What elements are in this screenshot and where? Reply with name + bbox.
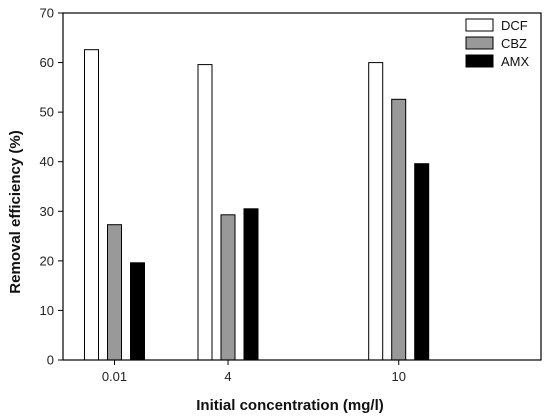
x-tick-label-10: 10 xyxy=(392,369,406,384)
axes-group: 0 10 20 30 40 50 60 70 0.01 4 10 xyxy=(40,6,542,384)
y-tick-label-40: 40 xyxy=(40,154,54,169)
x-tick-label-4: 4 xyxy=(224,369,231,384)
y-tick-label-30: 30 xyxy=(40,204,54,219)
plot-frame xyxy=(62,12,542,361)
legend-swatch-dcf xyxy=(465,18,494,32)
bars-group xyxy=(84,49,430,361)
y-tick-label-10: 10 xyxy=(40,303,54,318)
legend-label-amx: AMX xyxy=(501,54,530,69)
legend-swatch-amx xyxy=(465,54,494,68)
legend-label-dcf: DCF xyxy=(501,18,528,33)
legend: DCF CBZ AMX xyxy=(465,18,530,69)
bar-dcf-10 xyxy=(368,62,384,361)
bar-cbz-0.01 xyxy=(107,224,122,361)
y-tick-label-0: 0 xyxy=(47,353,54,368)
bar-dcf-0.01 xyxy=(84,49,99,361)
legend-label-cbz: CBZ xyxy=(501,36,527,51)
legend-swatch-cbz xyxy=(465,36,494,50)
y-tick-label-60: 60 xyxy=(40,55,54,70)
y-tick-label-70: 70 xyxy=(40,6,54,21)
bar-amx-10 xyxy=(414,163,430,361)
x-tick-label-0.01: 0.01 xyxy=(102,369,127,384)
x-axis-title: Initial concentration (mg/l) xyxy=(196,397,384,414)
y-tick-label-20: 20 xyxy=(40,253,54,268)
bar-cbz-4 xyxy=(220,214,236,361)
y-tick-label-50: 50 xyxy=(40,105,54,120)
bar-amx-0.01 xyxy=(130,262,145,361)
bar-dcf-4 xyxy=(197,64,213,361)
y-axis-title: Removal efficiency (%) xyxy=(7,130,24,293)
bar-cbz-10 xyxy=(391,98,407,361)
bar-amx-4 xyxy=(243,208,259,361)
